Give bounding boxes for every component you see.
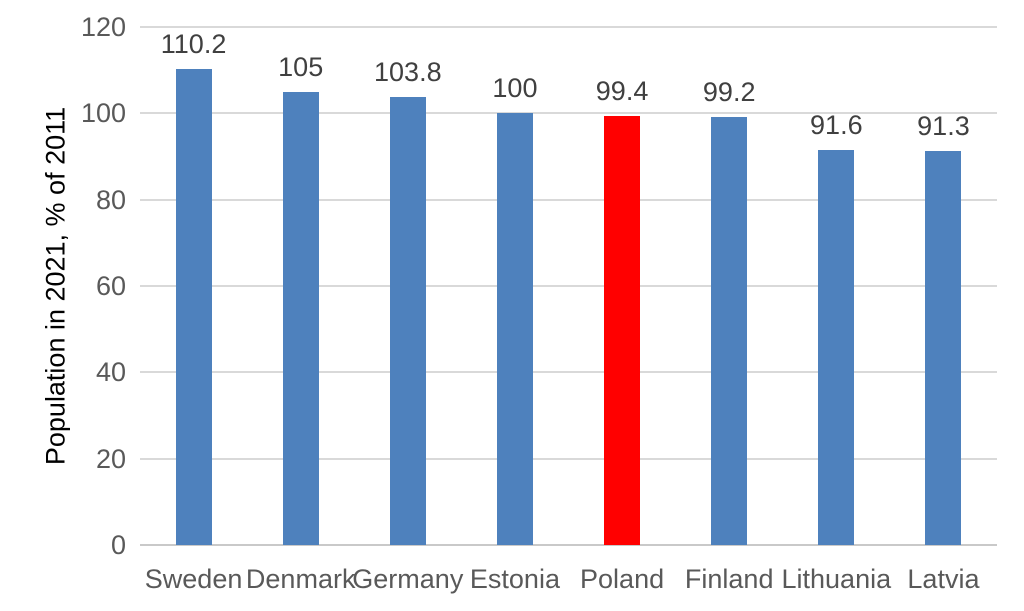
y-tick-label: 40 bbox=[95, 357, 126, 388]
bar-latvia bbox=[925, 150, 962, 545]
x-axis-line bbox=[140, 544, 997, 546]
bar-sweden bbox=[175, 69, 212, 545]
bar-denmark bbox=[282, 91, 319, 545]
gridline bbox=[140, 26, 997, 28]
y-axis-title: Population in 2021, % of 2011 bbox=[40, 106, 71, 466]
category-label-latvia: Latvia bbox=[907, 564, 980, 594]
bar-lithuania bbox=[818, 149, 855, 545]
y-tick-label: 20 bbox=[95, 443, 126, 474]
data-label-denmark: 105 bbox=[278, 51, 324, 82]
data-label-estonia: 100 bbox=[492, 73, 538, 104]
category-label-finland: Finland bbox=[684, 564, 774, 594]
gridline bbox=[140, 285, 997, 287]
category-label-denmark: Denmark bbox=[245, 564, 356, 594]
category-label-germany: Germany bbox=[352, 564, 464, 594]
bar-poland bbox=[604, 115, 641, 545]
bar-finland bbox=[711, 116, 748, 545]
data-label-poland: 99.4 bbox=[595, 75, 649, 106]
bar-estonia bbox=[496, 113, 533, 545]
data-label-finland: 99.2 bbox=[702, 76, 756, 107]
y-tick-label: 120 bbox=[80, 12, 126, 42]
data-label-germany: 103.8 bbox=[374, 56, 442, 87]
category-label-sweden: Sweden bbox=[144, 564, 243, 594]
category-label-lithuania: Lithuania bbox=[781, 564, 892, 594]
data-label-latvia: 91.3 bbox=[917, 110, 970, 141]
category-label-poland: Poland bbox=[580, 564, 665, 594]
gridline bbox=[140, 371, 997, 374]
y-tick-label: 80 bbox=[95, 184, 126, 215]
category-label-estonia: Estonia bbox=[469, 564, 560, 594]
data-label-sweden: 110.2 bbox=[160, 29, 227, 60]
y-tick-label: 100 bbox=[80, 98, 126, 129]
gridline bbox=[140, 112, 997, 115]
y-tick-label: 60 bbox=[95, 271, 126, 301]
plot-area: 110.2 105 103.8 100 99.4 99.2 91.6 91.3 bbox=[140, 26, 997, 546]
bar-germany bbox=[389, 96, 426, 545]
gridline bbox=[140, 198, 997, 201]
gridline bbox=[140, 457, 997, 460]
y-tick-label: 0 bbox=[110, 530, 126, 560]
data-label-lithuania: 91.6 bbox=[810, 109, 863, 140]
